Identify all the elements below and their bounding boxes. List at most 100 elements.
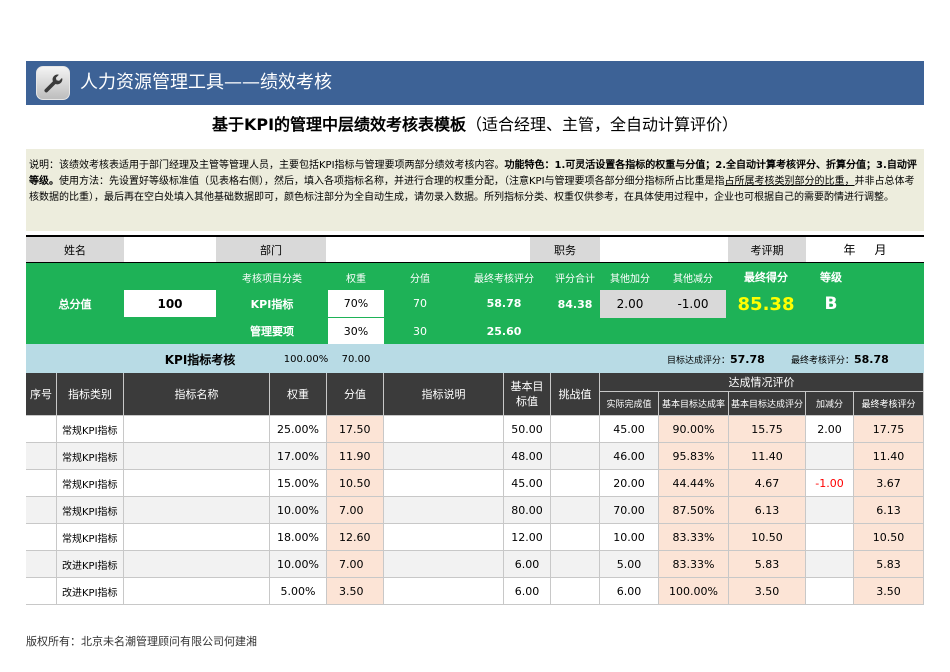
th-final: 最终考核评分 (854, 392, 924, 416)
th-rate-score: 基本目标达成评分 (729, 392, 806, 416)
indicator-desc-cell[interactable] (384, 551, 504, 578)
actual-cell[interactable]: 5.00 (600, 551, 659, 578)
kpi-section-bar (26, 344, 924, 373)
th-weight: 权重 (270, 373, 327, 416)
col-deduct-header: 其他减分 (673, 273, 713, 285)
category-cell: 常规KPI指标 (57, 497, 124, 524)
kpi-section-title: KPI指标考核 (164, 352, 236, 367)
actual-cell[interactable]: 6.00 (600, 578, 659, 605)
score-cell: 17.50 (327, 416, 384, 443)
seq-cell (26, 470, 57, 497)
final-cell: 6.13 (854, 497, 924, 524)
base-cell[interactable]: 6.00 (504, 578, 551, 605)
base-cell[interactable]: 80.00 (504, 497, 551, 524)
total-score-label: 总分值 (58, 298, 92, 311)
seq-cell (26, 578, 57, 605)
category-cell: 改进KPI指标 (57, 578, 124, 605)
challenge-cell[interactable] (551, 551, 600, 578)
base-cell[interactable]: 12.00 (504, 524, 551, 551)
weight-cell[interactable]: 18.00% (270, 524, 327, 551)
weight-cell[interactable]: 10.00% (270, 497, 327, 524)
kpi-weight-total: 100.00% (283, 353, 329, 365)
indicator-desc-cell[interactable] (384, 578, 504, 605)
weight-cell[interactable]: 25.00% (270, 416, 327, 443)
position-input[interactable] (600, 237, 728, 262)
kpi-weight-input[interactable]: 70% (328, 290, 384, 317)
challenge-cell[interactable] (551, 578, 600, 605)
copyright: 版权所有：北京未名潮管理顾问有限公司何建湘 (26, 635, 257, 648)
indicator-name-cell[interactable] (124, 497, 270, 524)
seq-cell (26, 416, 57, 443)
indicator-name-cell[interactable] (124, 470, 270, 497)
weight-cell[interactable]: 17.00% (270, 443, 327, 470)
base-cell[interactable]: 48.00 (504, 443, 551, 470)
actual-cell[interactable]: 70.00 (600, 497, 659, 524)
rate-score-cell: 4.67 (729, 470, 806, 497)
actual-cell[interactable]: 10.00 (600, 524, 659, 551)
seq-cell (26, 497, 57, 524)
indicator-name-cell[interactable] (124, 578, 270, 605)
indicator-desc-cell[interactable] (384, 497, 504, 524)
adj-cell[interactable] (806, 578, 854, 605)
period-label: 考评期 (750, 243, 784, 257)
weight-cell[interactable]: 5.00% (270, 578, 327, 605)
base-cell[interactable]: 50.00 (504, 416, 551, 443)
indicator-name-cell[interactable] (124, 524, 270, 551)
adj-cell[interactable]: 2.00 (806, 416, 854, 443)
total-score-value[interactable]: 100 (124, 290, 216, 317)
other-deduct[interactable]: -1.00 (677, 297, 709, 311)
th-seq: 序号 (26, 373, 57, 416)
rate-cell: 44.44% (659, 470, 729, 497)
indicator-desc-cell[interactable] (384, 416, 504, 443)
challenge-cell[interactable] (551, 497, 600, 524)
rate-score-cell: 6.13 (729, 497, 806, 524)
adj-cell[interactable] (806, 497, 854, 524)
name-input[interactable] (124, 237, 216, 262)
final-cell: 5.83 (854, 551, 924, 578)
adj-cell[interactable] (806, 443, 854, 470)
instructions-features: 功能特色：1.可灵活设置各指标的权重与分值；2.全自动计算考核评分、折算分值；3… (29, 160, 917, 187)
category-cell: 常规KPI指标 (57, 443, 124, 470)
actual-cell[interactable]: 45.00 (600, 416, 659, 443)
col-grade-header: 等级 (820, 271, 842, 284)
indicator-name-cell[interactable] (124, 416, 270, 443)
challenge-cell[interactable] (551, 443, 600, 470)
dept-input[interactable] (326, 237, 530, 262)
rate-score-cell: 3.50 (729, 578, 806, 605)
document-title-bold: 基于KPI的管理中层绩效考核表模板 (211, 115, 467, 134)
col-bonus-header: 其他加分 (610, 273, 650, 285)
adj-cell[interactable]: -1.00 (806, 470, 854, 497)
actual-cell[interactable]: 20.00 (600, 470, 659, 497)
final-cell: 11.40 (854, 443, 924, 470)
kpi-score: 70 (413, 297, 427, 310)
other-bonus[interactable]: 2.00 (616, 297, 644, 311)
indicator-name-cell[interactable] (124, 551, 270, 578)
weight-cell[interactable]: 15.00% (270, 470, 327, 497)
th-eval: 达成情况评价 (600, 373, 924, 392)
challenge-cell[interactable] (551, 416, 600, 443)
indicator-desc-cell[interactable] (384, 443, 504, 470)
base-cell[interactable]: 6.00 (504, 551, 551, 578)
indicator-desc-cell[interactable] (384, 524, 504, 551)
th-desc: 指标说明 (384, 373, 504, 416)
header-banner: 人力资源管理工具——绩效考核 (26, 61, 924, 105)
indicator-desc-cell[interactable] (384, 470, 504, 497)
instructions-usage-end: 并非占总体考核数据的比重），最后再在空白处填入其他基础数据即可，颜色标注部分为全… (29, 176, 915, 203)
category-cell: 常规KPI指标 (57, 524, 124, 551)
challenge-cell[interactable] (551, 470, 600, 497)
rate-score-cell: 15.75 (729, 416, 806, 443)
adj-cell[interactable] (806, 551, 854, 578)
base-cell[interactable]: 45.00 (504, 470, 551, 497)
category-cell: 常规KPI指标 (57, 416, 124, 443)
indicator-name-cell[interactable] (124, 443, 270, 470)
mgmt-weight-input[interactable]: 30% (328, 318, 384, 344)
col-category-header: 考核项目分类 (242, 273, 302, 285)
rate-score-cell: 10.50 (729, 524, 806, 551)
challenge-cell[interactable] (551, 524, 600, 551)
rate-cell: 90.00% (659, 416, 729, 443)
weight-cell[interactable]: 10.00% (270, 551, 327, 578)
adj-cell[interactable] (806, 524, 854, 551)
category-cell: 改进KPI指标 (57, 551, 124, 578)
period-input[interactable]: 年 月 (806, 237, 924, 262)
actual-cell[interactable]: 46.00 (600, 443, 659, 470)
